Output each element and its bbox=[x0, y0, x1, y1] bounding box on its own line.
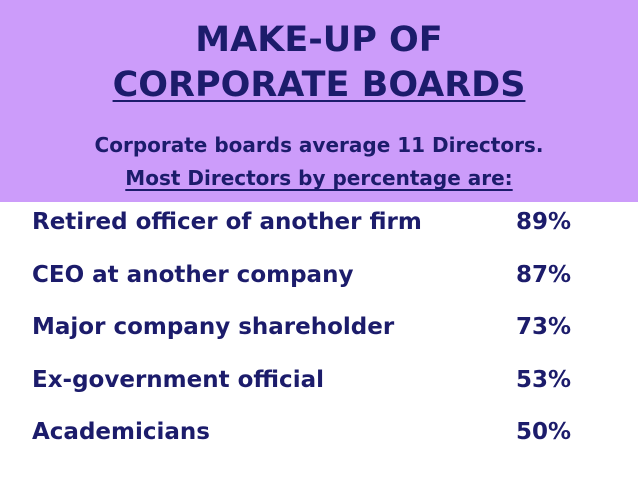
subtitle-line: Most Directors by percentage are: bbox=[125, 166, 513, 190]
subtitle-line: Corporate boards average 11 Directors. bbox=[94, 133, 544, 157]
row-value: 53% bbox=[516, 366, 572, 393]
row-value: 89% bbox=[516, 209, 572, 235]
row-label: Major company shareholder bbox=[32, 314, 395, 340]
row-label: CEO at another company bbox=[32, 261, 354, 288]
row-value: 50% bbox=[516, 419, 572, 445]
header-band bbox=[0, 0, 638, 202]
title-line: MAKE-UP OF bbox=[195, 20, 443, 60]
row-label: Retired officer of another firm bbox=[32, 209, 422, 235]
row-value: 73% bbox=[516, 314, 572, 340]
row-label: Ex-government official bbox=[32, 366, 324, 393]
title-line: CORPORATE BOARDS bbox=[112, 65, 526, 105]
row-value: 87% bbox=[516, 261, 572, 288]
row-label: Academicians bbox=[32, 419, 210, 445]
